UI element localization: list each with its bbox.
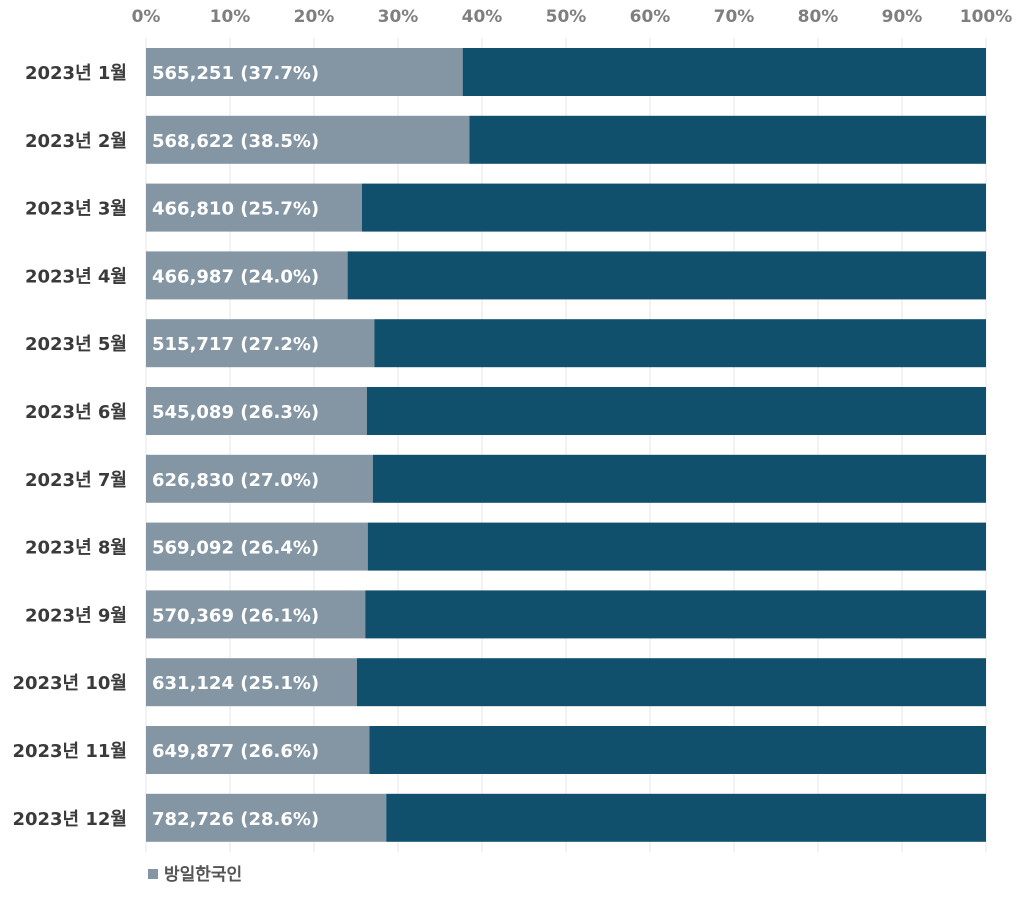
x-axis-ticks: 0% 10% 20% 30% 40% 50% 60% 70% 80% 90% 100% — [132, 7, 1013, 27]
data-label: 570,369 (26.1%) — [152, 605, 319, 626]
bar-segment-remainder — [369, 726, 986, 774]
x-tick-label: 50% — [546, 7, 587, 27]
x-tick-label: 40% — [462, 7, 503, 27]
data-label: 782,726 (28.6%) — [152, 809, 319, 830]
data-label: 466,987 (24.0%) — [152, 266, 319, 287]
category-label: 2023년 9월 — [25, 605, 127, 626]
x-tick-label: 30% — [378, 7, 419, 27]
bar-segment-remainder — [374, 319, 987, 368]
category-label: 2023년 8월 — [25, 538, 127, 559]
data-label: 515,717 (27.2%) — [152, 334, 319, 355]
bar-segment-visitors — [146, 590, 366, 639]
data-label: 466,810 (25.7%) — [152, 199, 319, 220]
legend-label: 방일한국인 — [164, 865, 242, 885]
bar-segment-remainder — [361, 183, 986, 232]
x-tick-label: 0% — [132, 7, 161, 27]
bar-segment-remainder — [386, 793, 986, 842]
category-label: 2023년 11월 — [12, 741, 127, 762]
x-tick-label: 70% — [714, 7, 755, 27]
bar-segment-remainder — [366, 387, 986, 435]
category-label: 2023년 1월 — [25, 63, 127, 84]
bar-segment-visitors — [146, 726, 370, 774]
category-label: 2023년 6월 — [25, 402, 127, 423]
data-label: 568,622 (38.5%) — [152, 131, 319, 152]
category-label: 2023년 4월 — [25, 266, 127, 287]
category-label: 2023년 12월 — [12, 809, 127, 830]
category-labels: 2023년 1월 2023년 2월 2023년 3월 2023년 4월 2023년 5월… — [12, 63, 127, 830]
data-label: 626,830 (27.0%) — [152, 470, 319, 491]
category-label: 2023년 10월 — [12, 673, 127, 694]
x-tick-label: 10% — [210, 7, 251, 27]
legend-swatch — [148, 869, 158, 879]
category-label: 2023년 3월 — [25, 199, 127, 220]
bar-segment-remainder — [462, 48, 986, 96]
bar-segment-visitors — [146, 658, 357, 707]
data-label: 631,124 (25.1%) — [152, 673, 319, 694]
bar-segment-visitors — [146, 522, 368, 571]
bar-segment-remainder — [372, 454, 986, 503]
bar-segment-visitors — [146, 183, 362, 232]
gridlines — [145, 38, 987, 852]
x-tick-label: 60% — [630, 7, 671, 27]
data-label: 565,251 (37.7%) — [152, 63, 319, 84]
x-tick-label: 90% — [882, 7, 923, 27]
bar-segment-remainder — [347, 251, 987, 300]
bar-segment-visitors — [146, 115, 470, 164]
bar-segment-visitors — [146, 454, 373, 503]
bar-segment-visitors — [146, 387, 367, 435]
bar-segment-remainder — [469, 115, 986, 164]
bar-segment-remainder — [365, 590, 986, 639]
data-labels: 565,251 (37.7%) 568,622 (38.5%) 466,810 (2… — [152, 63, 319, 830]
x-tick-label: 20% — [294, 7, 335, 27]
bar-segment-remainder — [367, 522, 986, 571]
bar-segment-visitors — [146, 793, 387, 842]
category-label: 2023년 5월 — [25, 334, 127, 355]
x-tick-label: 80% — [798, 7, 839, 27]
category-label: 2023년 7월 — [25, 470, 127, 491]
bar-segment-visitors — [146, 319, 375, 368]
data-label: 545,089 (26.3%) — [152, 402, 319, 423]
data-label: 649,877 (26.6%) — [152, 741, 319, 762]
legend: 방일한국인 — [148, 865, 242, 885]
category-label: 2023년 2월 — [25, 131, 127, 152]
bar-segment-visitors — [146, 251, 348, 300]
bar-segment-visitors — [146, 48, 463, 96]
bars — [146, 48, 987, 842]
bar-segment-remainder — [356, 658, 987, 707]
x-tick-label: 100% — [960, 7, 1013, 27]
data-label: 569,092 (26.4%) — [152, 538, 319, 559]
